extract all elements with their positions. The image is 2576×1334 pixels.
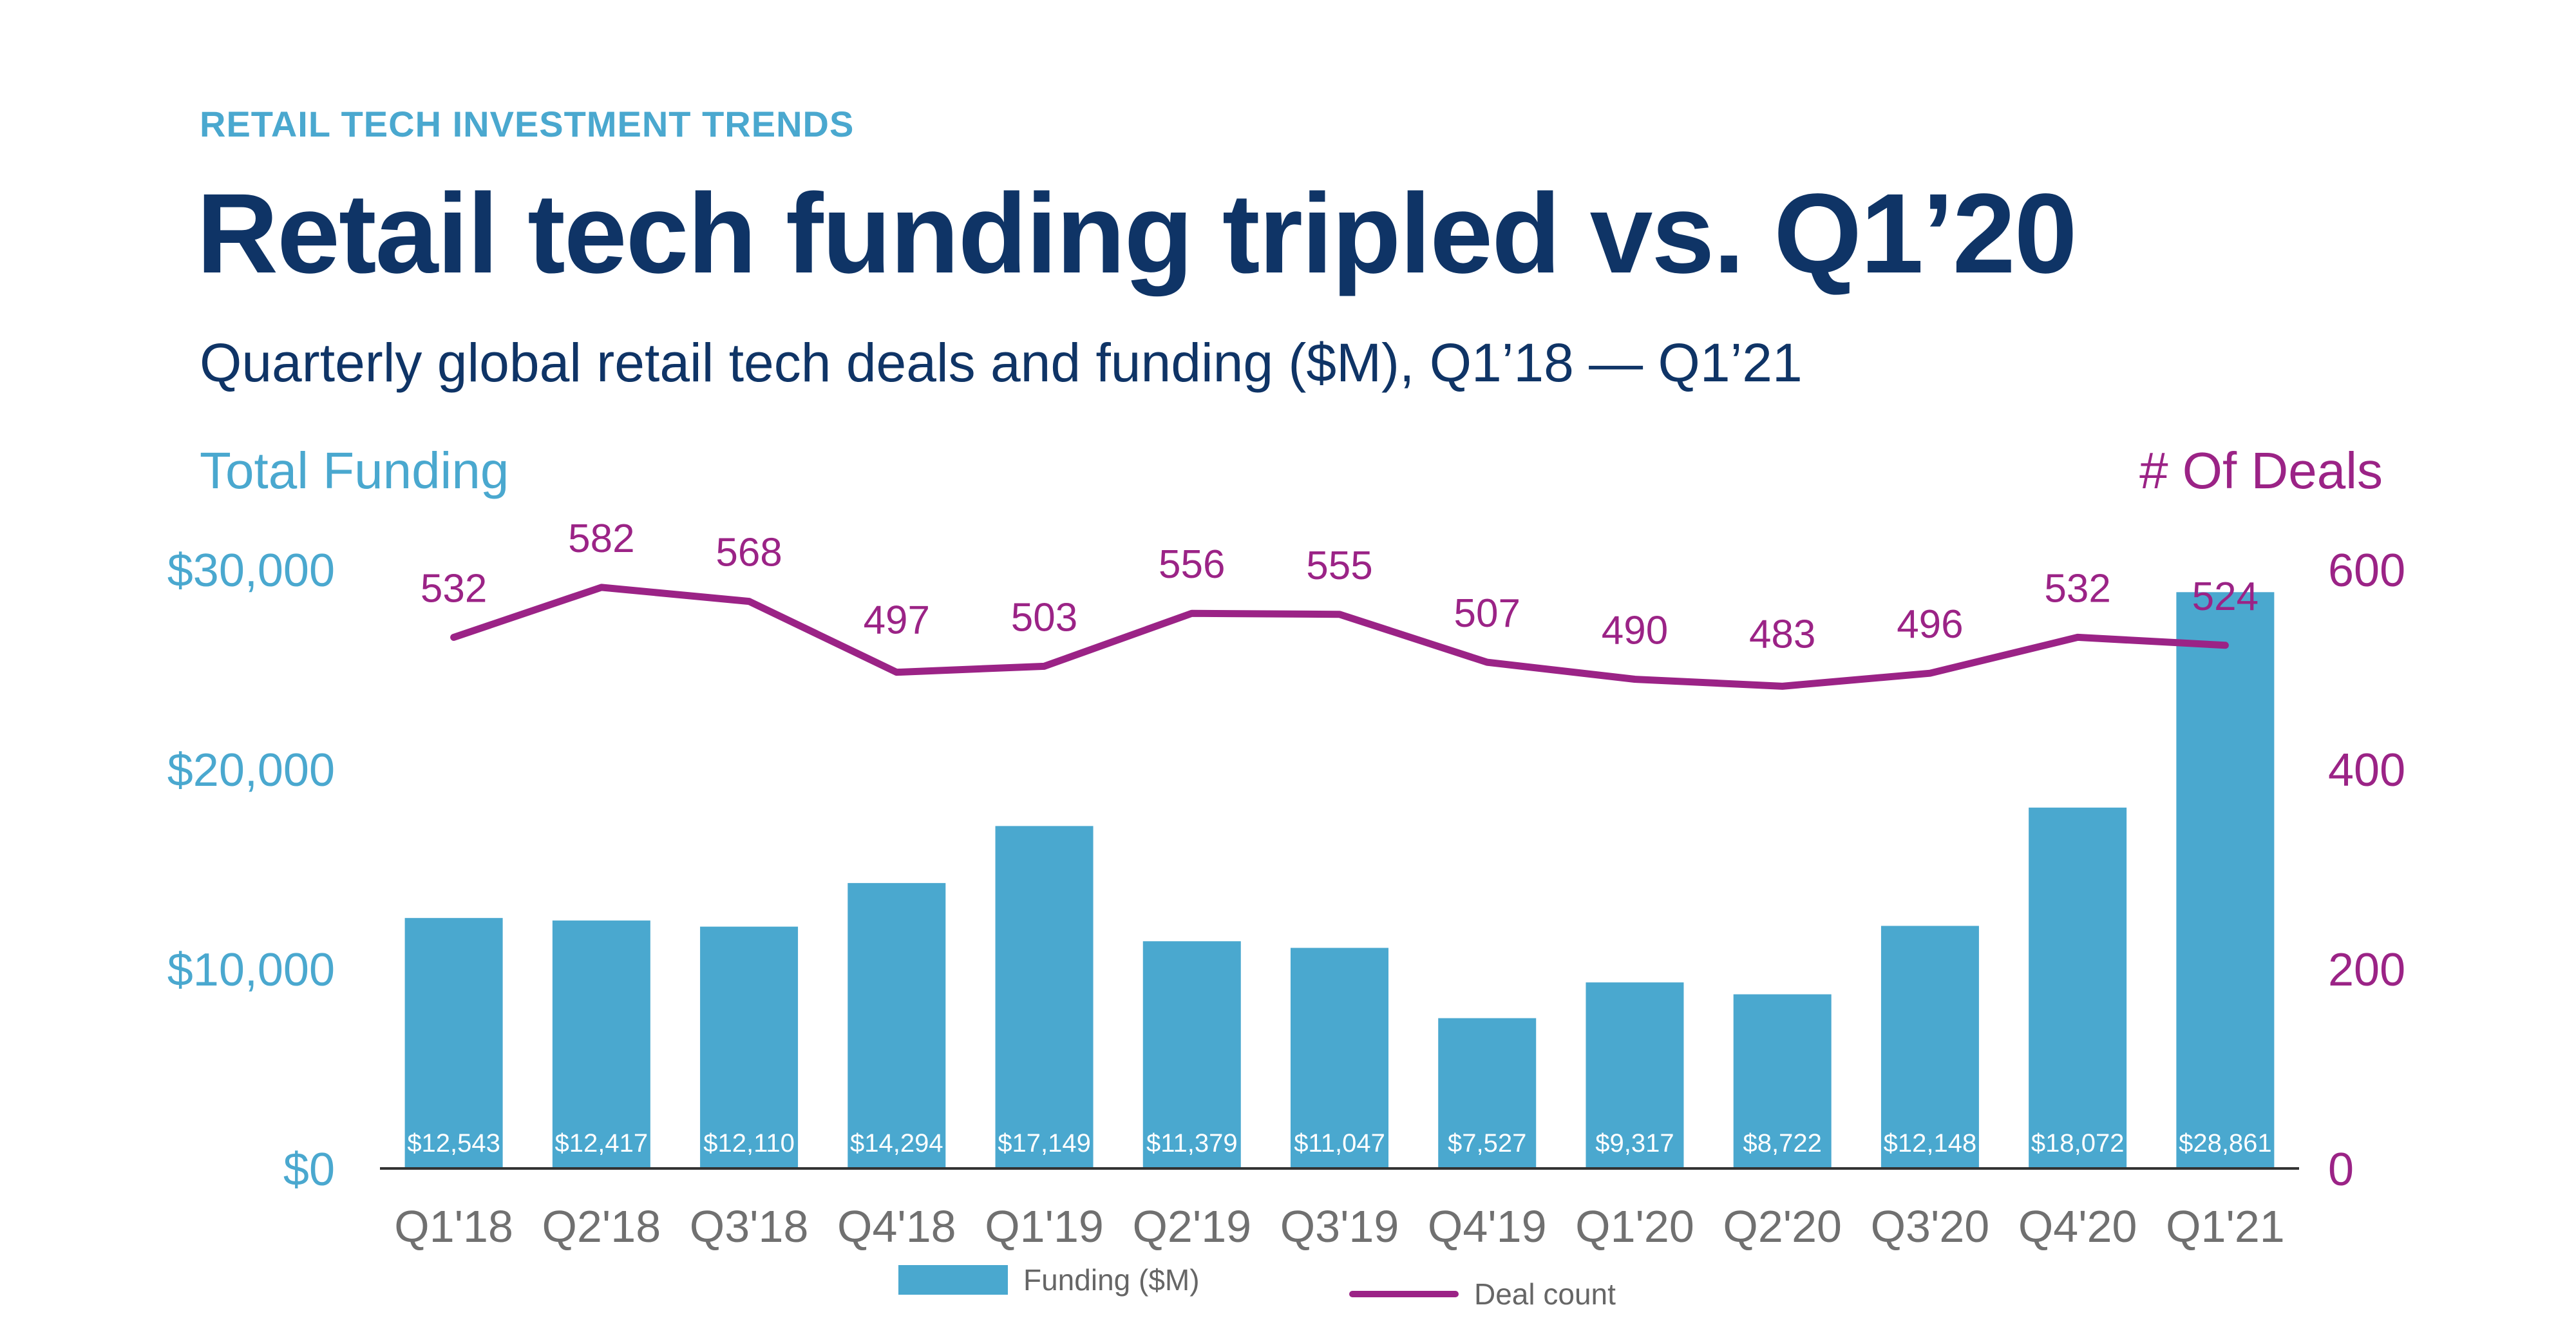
legend-item-deal-count[interactable]: Deal count [1349,1277,1616,1311]
deal-count-label: 568 [715,531,782,575]
deal-count-label: 497 [864,598,930,643]
x-axis-tick-label: Q2'20 [1723,1201,1842,1252]
left-axis-tick-label: $30,000 [167,545,335,596]
x-axis-tick-label: Q1'21 [2166,1201,2285,1252]
funding-bar [1586,982,1684,1168]
legend-swatch-funding [898,1265,1008,1295]
funding-bar-label: $8,722 [1743,1129,1822,1158]
x-axis-tick-label: Q2'18 [542,1201,661,1252]
x-axis-tick-label: Q1'18 [394,1201,513,1252]
funding-bar-label: $9,317 [1595,1129,1674,1158]
deal-count-label: 496 [1897,602,1963,647]
funding-bar [1733,994,1832,1168]
funding-bar [1291,948,1388,1168]
funding-bar [700,926,799,1168]
left-axis-title: Total Funding [200,442,509,499]
funding-bar [2029,807,2127,1168]
funding-bar [1142,941,1241,1168]
funding-bar-label: $14,294 [850,1129,943,1158]
deal-count-label: 507 [1454,591,1520,636]
deal-count-label: 490 [1602,609,1668,653]
right-axis-tick-label: 200 [2328,944,2405,996]
funding-bar-label: $7,527 [1448,1129,1526,1158]
funding-bar [848,882,946,1168]
deal-count-label: 555 [1306,544,1372,588]
chart-subtitle: Quarterly global retail tech deals and f… [200,332,1803,393]
deal-count-label: 556 [1159,542,1225,587]
deal-count-label: 532 [421,566,487,611]
funding-bar-label: $12,110 [703,1129,795,1158]
legend-label-funding: Funding ($M) [1023,1263,1200,1297]
x-axis-tick-label: Q4'19 [1428,1201,1547,1252]
funding-deals-chart: $0 $10,000 $20,000 $30,000 0 200 400 600 $12,543… [167,517,2405,1252]
funding-bar-label: $12,148 [1884,1129,1977,1158]
funding-bar-label: $28,861 [2179,1129,2272,1158]
deal-count-label: 503 [1011,595,1077,640]
x-axis-tick-label: Q1'19 [985,1201,1104,1252]
deal-count-label: 532 [2044,566,2110,611]
right-axis-title: # Of Deals [2139,442,2383,499]
x-axis-tick-label: Q4'20 [2018,1201,2137,1252]
left-axis-tick-label: $0 [283,1144,335,1196]
deal-count-line [450,584,2229,690]
x-axis-tick-label: Q4'18 [837,1201,956,1252]
x-axis-tick-label: Q1'20 [1575,1201,1694,1252]
funding-bar [1438,1018,1537,1168]
funding-bar-label: $17,149 [998,1129,1091,1158]
left-axis-tick-label: $20,000 [167,745,335,796]
right-axis-tick-label: 0 [2328,1144,2354,1196]
funding-bar-label: $12,543 [407,1129,500,1158]
deal-count-label: 582 [568,517,634,561]
funding-bar-label: $12,417 [555,1129,649,1158]
funding-bar [995,826,1094,1168]
eyebrow-label: RETAIL TECH INVESTMENT TRENDS [200,104,855,144]
deal-count-label: 483 [1749,612,1815,656]
x-axis-tick-label: Q3'19 [1280,1201,1399,1252]
x-axis-tick-label: Q3'20 [1871,1201,1990,1252]
funding-bar [1880,926,1979,1168]
legend-item-funding[interactable]: Funding ($M) [898,1263,1200,1297]
funding-bar-label: $18,072 [2031,1129,2125,1158]
legend-swatch-deal-count [1349,1291,1459,1297]
deal-count-label: 524 [2192,575,2259,619]
legend-label-deal-count: Deal count [1474,1277,1616,1311]
right-axis-tick-label: 400 [2328,745,2405,796]
legend: Funding ($M) Deal count [0,1263,2576,1320]
right-axis-tick-label: 600 [2328,545,2405,596]
left-axis-tick-label: $10,000 [167,944,335,996]
funding-bar [2176,592,2275,1168]
funding-bar [552,920,650,1168]
funding-bar-label: $11,379 [1146,1129,1238,1158]
chart-title: Retail tech funding tripled vs. Q1’20 [196,171,2078,297]
funding-bar [404,918,503,1168]
funding-bar-label: $11,047 [1294,1129,1385,1158]
x-axis-tick-label: Q2'19 [1132,1201,1251,1252]
x-axis-tick-label: Q3'18 [690,1201,809,1252]
